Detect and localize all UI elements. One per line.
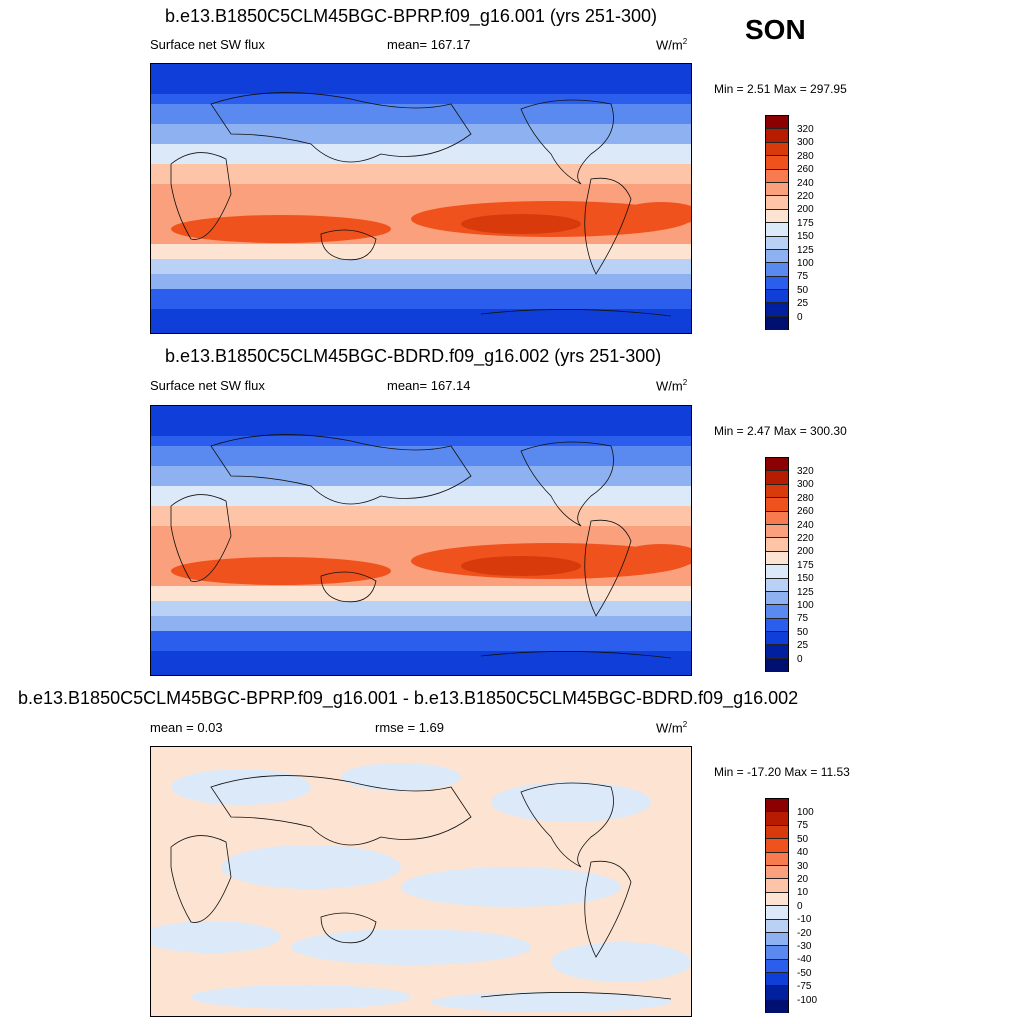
colorbar-label: 100 (797, 600, 814, 611)
colorbar (765, 115, 789, 331)
colorbar-label: 50 (797, 284, 809, 296)
panel-title: b.e13.B1850C5CLM45BGC-BDRD.f09_g16.002 (… (165, 346, 662, 366)
map-field (150, 63, 692, 334)
colorbar-label: 100 (797, 807, 814, 818)
colorbar-label: 25 (797, 640, 809, 652)
colorbar-label: 300 (797, 479, 814, 491)
panel-minmax: Min = 2.51 Max = 297.95 (714, 82, 847, 96)
colorbar-label: -20 (797, 927, 812, 939)
panel-mean-label: mean= 167.14 (387, 378, 471, 393)
colorbar (765, 457, 789, 673)
colorbar-label: 300 (797, 137, 814, 149)
panel-title: b.e13.B1850C5CLM45BGC-BPRP.f09_g16.001 (… (165, 6, 657, 26)
panel-minmax: Min = 2.47 Max = 300.30 (714, 424, 847, 438)
colorbar-label: 220 (797, 533, 814, 544)
colorbar-label: 40 (797, 847, 809, 859)
colorbar-label: 0 (797, 311, 803, 323)
colorbar-label: 75 (797, 613, 809, 625)
colorbar-label: 280 (797, 492, 814, 504)
colorbar-label: 240 (797, 177, 814, 189)
panel-left-label: mean = 0.03 (150, 720, 223, 735)
colorbar-label: 220 (797, 191, 814, 202)
colorbar-label: 260 (797, 506, 814, 518)
panel-units: W/m2 (656, 378, 688, 394)
colorbar-label: 320 (797, 124, 814, 135)
season-label: SON (745, 14, 806, 45)
colorbar-label: 200 (797, 204, 814, 216)
panel-rmse-label: rmse = 1.69 (375, 720, 445, 735)
panel-units: W/m2 (656, 37, 688, 53)
colorbar-label: 20 (797, 874, 809, 885)
colorbar-label: 75 (797, 271, 809, 283)
panel-left-label: Surface net SW flux (150, 378, 265, 393)
colorbar-label: 10 (797, 887, 809, 899)
colorbar-label: -40 (797, 954, 812, 966)
panel-units: W/m2 (656, 720, 688, 736)
colorbar-label: 0 (797, 653, 803, 665)
map-field (150, 405, 692, 676)
colorbar-label: 25 (797, 298, 809, 310)
colorbar-label: 280 (797, 150, 814, 162)
colorbar-label: 50 (797, 626, 809, 638)
colorbar-label: 100 (797, 258, 814, 269)
map-field (150, 746, 692, 1017)
colorbar-label: 175 (797, 559, 814, 571)
colorbar-label: -50 (797, 967, 812, 979)
panel-mean-label: mean= 167.17 (387, 37, 471, 52)
colorbar-label: 75 (797, 820, 809, 832)
colorbar-label: -75 (797, 981, 812, 993)
panel-minmax: Min = -17.20 Max = 11.53 (714, 765, 850, 779)
colorbar-label: 150 (797, 573, 814, 585)
colorbar (765, 798, 789, 1014)
colorbar-label: 125 (797, 586, 814, 598)
colorbar-label: 30 (797, 860, 809, 872)
colorbar-label: 320 (797, 466, 814, 477)
colorbar-label: 200 (797, 546, 814, 558)
colorbar-label: -10 (797, 914, 812, 926)
panel-title: b.e13.B1850C5CLM45BGC-BPRP.f09_g16.001 -… (18, 688, 799, 708)
panel-left-label: Surface net SW flux (150, 37, 265, 52)
colorbar-label: 125 (797, 244, 814, 256)
colorbar-label: -100 (797, 994, 818, 1006)
colorbar-label: 175 (797, 217, 814, 229)
colorbar-label: 240 (797, 519, 814, 531)
colorbar-label: 0 (797, 900, 803, 912)
colorbar-label: 150 (797, 231, 814, 243)
colorbar-label: 260 (797, 164, 814, 176)
colorbar-label: -30 (797, 941, 812, 952)
colorbar-label: 50 (797, 833, 809, 845)
